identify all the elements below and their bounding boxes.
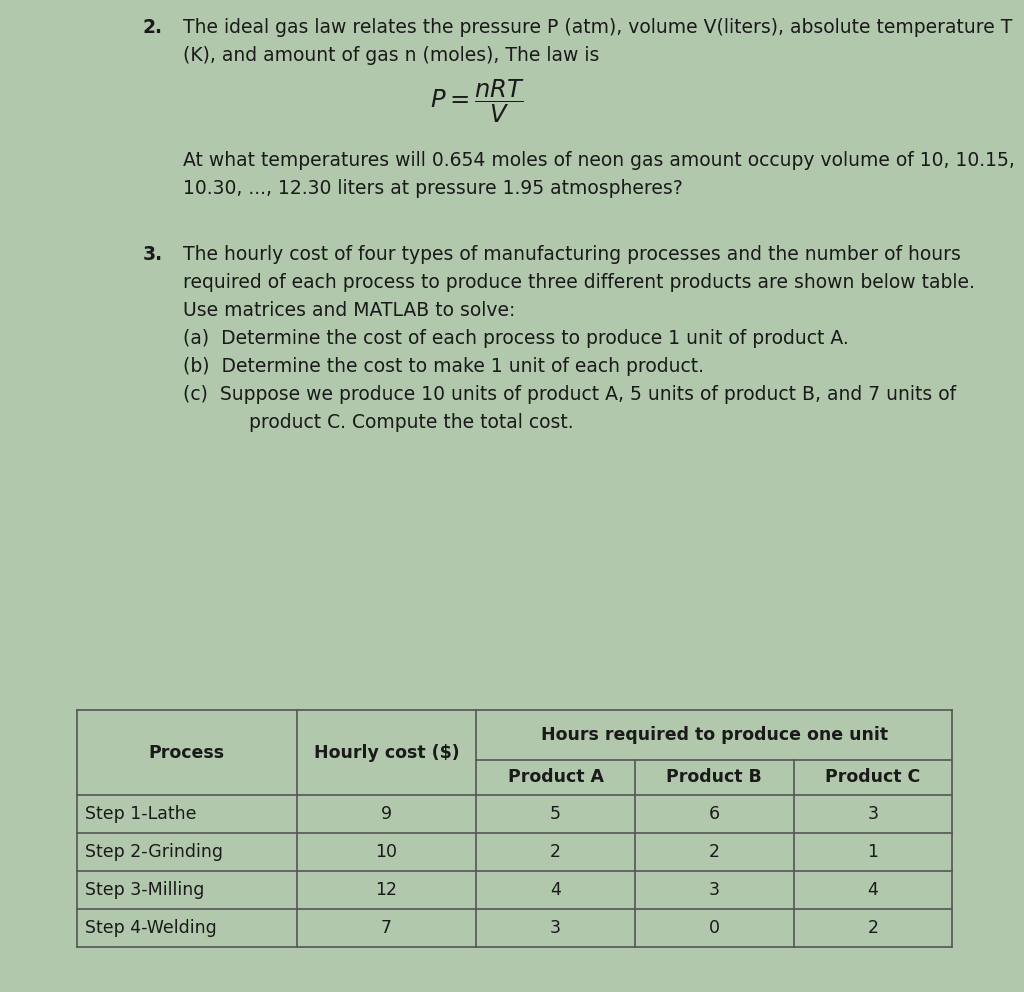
Text: Product B: Product B [667,769,762,787]
Text: Product C: Product C [825,769,921,787]
Text: The hourly cost of four types of manufacturing processes and the number of hours: The hourly cost of four types of manufac… [183,245,961,264]
Text: Product A: Product A [508,769,603,787]
Text: 12: 12 [376,881,397,899]
Text: Step 3-Milling: Step 3-Milling [85,881,204,899]
Text: 3.: 3. [143,245,163,264]
Text: 3: 3 [550,919,561,937]
Text: Step 1-Lathe: Step 1-Lathe [85,805,197,823]
Text: Use matrices and MATLAB to solve:: Use matrices and MATLAB to solve: [183,301,515,320]
Text: Process: Process [148,743,225,762]
Text: Step 2-Grinding: Step 2-Grinding [85,843,223,861]
Text: 1: 1 [867,843,879,861]
Text: 5: 5 [550,805,561,823]
Text: required of each process to produce three different products are shown below tab: required of each process to produce thre… [183,273,975,292]
Text: At what temperatures will 0.654 moles of neon gas amount occupy volume of 10, 10: At what temperatures will 0.654 moles of… [183,151,1015,170]
Text: (K), and amount of gas n (moles), The law is: (K), and amount of gas n (moles), The la… [183,46,599,65]
Text: Step 4-Welding: Step 4-Welding [85,919,216,937]
Text: Hours required to produce one unit: Hours required to produce one unit [541,726,888,744]
Text: 10.30, ..., 12.30 liters at pressure 1.95 atmospheres?: 10.30, ..., 12.30 liters at pressure 1.9… [183,179,683,198]
Text: product C. Compute the total cost.: product C. Compute the total cost. [183,413,573,432]
Text: 9: 9 [381,805,392,823]
Text: 2: 2 [867,919,879,937]
Text: 2: 2 [709,843,720,861]
Text: 2: 2 [550,843,561,861]
Text: 3: 3 [709,881,720,899]
Text: 2.: 2. [143,18,163,37]
Text: 4: 4 [867,881,879,899]
Text: 6: 6 [709,805,720,823]
Text: 4: 4 [550,881,561,899]
Text: (c)  Suppose we produce 10 units of product A, 5 units of product B, and 7 units: (c) Suppose we produce 10 units of produ… [183,385,956,404]
Text: (b)  Determine the cost to make 1 unit of each product.: (b) Determine the cost to make 1 unit of… [183,357,705,376]
Text: Hourly cost ($): Hourly cost ($) [313,743,460,762]
Text: The ideal gas law relates the pressure P (atm), volume V(liters), absolute tempe: The ideal gas law relates the pressure P… [183,18,1013,37]
Text: (a)  Determine the cost of each process to produce 1 unit of product A.: (a) Determine the cost of each process t… [183,329,849,348]
Text: $P = \dfrac{nRT}{V}$: $P = \dfrac{nRT}{V}$ [430,77,525,125]
Text: 0: 0 [709,919,720,937]
Text: 10: 10 [376,843,397,861]
Text: 3: 3 [867,805,879,823]
Text: 7: 7 [381,919,392,937]
